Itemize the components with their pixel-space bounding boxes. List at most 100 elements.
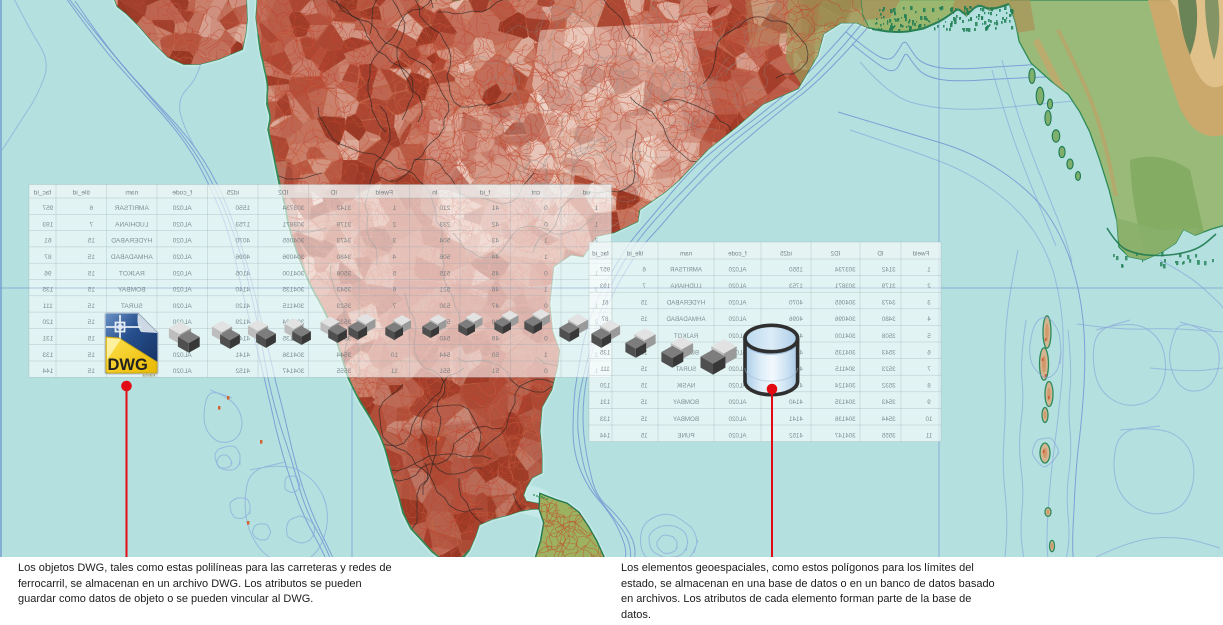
svg-text:210: 210 [439,205,450,212]
svg-text:7: 7 [927,366,931,373]
svg-text:3: 3 [927,300,931,307]
svg-text:7: 7 [392,303,396,310]
svg-text:AL020: AL020 [728,399,746,406]
svg-text:PUNE: PUNE [677,432,694,439]
svg-text:4: 4 [927,316,931,323]
svg-text:AL020: AL020 [728,366,746,373]
svg-text:304096: 304096 [834,316,855,323]
svg-text:15: 15 [640,399,647,406]
svg-text:15: 15 [640,366,647,373]
svg-text:43: 43 [491,238,499,245]
svg-text:LUDHIANA: LUDHIANA [669,283,701,290]
svg-text:4070: 4070 [789,300,803,307]
svg-text:1550: 1550 [789,266,803,273]
svg-text:AL020: AL020 [172,287,191,294]
svg-text:1: 1 [594,205,598,212]
svg-text:3532: 3532 [881,383,895,390]
svg-text:304065: 304065 [282,238,304,245]
svg-text:1753: 1753 [789,283,803,290]
svg-text:10: 10 [925,416,932,423]
svg-text:15: 15 [640,416,647,423]
svg-text:0: 0 [544,205,548,212]
svg-text:SURAT: SURAT [676,366,697,373]
svg-text:15: 15 [640,300,647,307]
svg-text:AL020: AL020 [172,270,191,277]
svg-text:4096: 4096 [789,316,803,323]
svg-text:5: 5 [927,333,931,340]
svg-text:0: 0 [544,368,548,375]
svg-text:957: 957 [599,266,610,273]
svg-text:Fweld: Fweld [912,251,929,258]
svg-text:3480: 3480 [336,254,351,261]
svg-text:AL020: AL020 [172,254,191,261]
svg-text:111: 111 [600,366,610,373]
svg-text:4105: 4105 [235,270,250,277]
svg-text:AL020: AL020 [172,205,191,212]
svg-text:BOMBAY: BOMBAY [117,287,145,294]
svg-text:tile_id: tile_id [72,190,90,197]
svg-text:AL020: AL020 [172,303,191,310]
svg-text:2: 2 [594,238,598,245]
svg-text:0: 0 [544,336,548,343]
svg-text:AL020: AL020 [728,349,746,356]
svg-text:2: 2 [927,283,931,290]
svg-text:RAJKOT: RAJKOT [674,333,699,340]
svg-text:AHMADABAD: AHMADABAD [111,254,153,261]
svg-text:87: 87 [44,254,52,261]
svg-text:BOMBAY: BOMBAY [673,416,699,423]
svg-text:AL020: AL020 [172,221,191,228]
svg-text:1753: 1753 [235,221,250,228]
svg-text:f_code: f_code [172,190,192,197]
svg-text:id25: id25 [226,190,239,197]
svg-text:540: 540 [439,336,450,343]
svg-text:544: 544 [439,352,450,359]
svg-text:304135: 304135 [282,287,304,294]
svg-text:15: 15 [87,319,95,326]
svg-text:303871: 303871 [834,283,855,290]
svg-text:3555: 3555 [881,432,895,439]
svg-text:4141: 4141 [789,416,803,423]
svg-text:3142: 3142 [881,266,895,273]
svg-text:44: 44 [491,254,499,261]
svg-text:11: 11 [391,368,398,375]
svg-text:9: 9 [927,399,931,406]
svg-text:3532: 3532 [336,319,351,326]
svg-text:3523: 3523 [881,366,895,373]
svg-text:15: 15 [87,336,95,343]
svg-text:135: 135 [599,349,610,356]
svg-text:2: 2 [392,221,396,228]
svg-text:15: 15 [87,287,95,294]
svg-text:304135: 304135 [834,349,855,356]
svg-text:3544: 3544 [881,416,895,423]
svg-text:144: 144 [599,432,610,439]
svg-text:233: 233 [439,221,450,228]
svg-text:ID: ID [877,251,884,258]
svg-text:f_code: f_code [728,251,747,258]
svg-text:304124: 304124 [834,383,855,390]
svg-text:144: 144 [42,368,53,375]
svg-text:15: 15 [87,238,95,245]
svg-text:15: 15 [640,383,647,390]
svg-text:15: 15 [640,432,647,439]
svg-text:304096: 304096 [282,254,304,261]
svg-text:15: 15 [87,352,95,359]
svg-text:AL020: AL020 [728,266,746,273]
svg-text:ID2: ID2 [830,251,840,258]
svg-text:304065: 304065 [834,300,855,307]
svg-text:51: 51 [491,368,499,375]
svg-text:47: 47 [491,303,499,310]
svg-text:304115: 304115 [282,303,304,310]
svg-text:AL020: AL020 [728,283,746,290]
svg-text:303734: 303734 [834,266,855,273]
svg-text:4140: 4140 [235,287,250,294]
svg-text:AL020: AL020 [172,319,191,326]
svg-text:3543: 3543 [881,349,895,356]
svg-text:fac_id: fac_id [33,190,51,197]
svg-text:50: 50 [491,352,499,359]
svg-text:fac_id: fac_id [592,251,609,258]
svg-text:41: 41 [491,205,499,212]
svg-text:4141: 4141 [235,352,250,359]
svg-text:111: 111 [43,303,53,310]
svg-text:551: 551 [439,368,450,375]
svg-text:3142: 3142 [336,205,351,212]
